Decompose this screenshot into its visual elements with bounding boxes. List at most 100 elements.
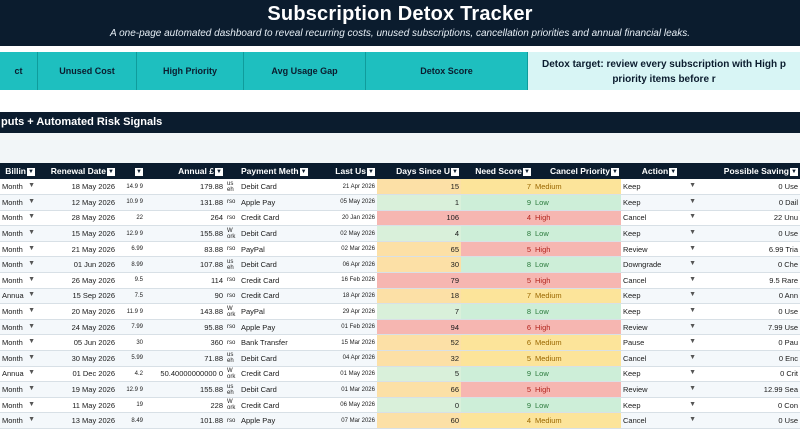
col-possible-saving[interactable]: Possible Saving ▼: [698, 163, 800, 179]
col-action[interactable]: Action ▼: [621, 163, 698, 179]
dropdown-arrow-icon[interactable]: ▼: [28, 322, 35, 330]
cell-payment-method[interactable]: Credit Card: [239, 210, 325, 227]
col-monthly[interactable]: ▼: [117, 163, 145, 179]
col-note[interactable]: [225, 163, 239, 179]
cell-note[interactable]: rso: [225, 194, 239, 211]
cell-possible-saving[interactable]: 0 Ann: [698, 288, 800, 305]
cell-cancel-priority[interactable]: Low: [533, 366, 621, 383]
cell-renewal-date[interactable]: 01 Jun 2026: [37, 256, 117, 274]
cell-renewal-date[interactable]: 15 May 2026: [37, 225, 117, 242]
cell-note[interactable]: W ork: [225, 366, 239, 383]
cell-monthly-cost[interactable]: 8.49: [117, 412, 145, 429]
cell-monthly-cost[interactable]: 9.5: [117, 272, 145, 289]
cell-billing[interactable]: Month ▼: [0, 194, 37, 211]
table-row[interactable]: Month ▼ 13 May 2026 8.49 101.88 rso Apple Pay 0…: [0, 412, 800, 429]
cell-billing[interactable]: Month ▼: [0, 225, 37, 242]
cell-billing[interactable]: Month ▼: [0, 350, 37, 367]
filter-dropdown-icon[interactable]: ▼: [451, 167, 459, 176]
cell-days-since-used[interactable]: 0: [377, 397, 461, 414]
filter-dropdown-icon[interactable]: ▼: [107, 167, 115, 176]
cell-billing[interactable]: Annua ▼: [0, 288, 37, 305]
cell-payment-method[interactable]: Debit Card: [239, 381, 325, 398]
cell-action[interactable]: Cancel ▼: [621, 350, 698, 367]
cell-possible-saving[interactable]: 0 Dail: [698, 194, 800, 211]
cell-annual-cost[interactable]: 360: [145, 334, 225, 352]
cell-days-since-used[interactable]: 32: [377, 350, 461, 367]
cell-annual-cost[interactable]: 228: [145, 397, 225, 414]
col-last-used[interactable]: Last Us ▼: [325, 163, 377, 179]
cell-need-score[interactable]: 8: [461, 256, 533, 274]
cell-note[interactable]: rso: [225, 272, 239, 289]
cell-monthly-cost[interactable]: 8.99: [117, 256, 145, 274]
cell-cancel-priority[interactable]: Low: [533, 397, 621, 414]
col-renewal-date[interactable]: Renewal Date ▼: [37, 163, 117, 179]
cell-renewal-date[interactable]: 01 Dec 2026: [37, 366, 117, 383]
col-cancel-priority[interactable]: Cancel Priority ▼: [533, 163, 621, 179]
col-days-since-used[interactable]: Days Since U ▼: [377, 163, 461, 179]
dropdown-arrow-icon[interactable]: ▼: [689, 400, 696, 408]
cell-billing[interactable]: Month ▼: [0, 381, 37, 398]
col-payment-method[interactable]: Payment Meth ▼: [239, 163, 325, 179]
cell-action[interactable]: Keep ▼: [621, 225, 698, 242]
cell-days-since-used[interactable]: 65: [377, 241, 461, 258]
cell-annual-cost[interactable]: 264: [145, 210, 225, 227]
col-annual[interactable]: Annual £ ▼: [145, 163, 225, 179]
cell-action[interactable]: Keep ▼: [621, 303, 698, 320]
dropdown-arrow-icon[interactable]: ▼: [689, 244, 696, 252]
dropdown-arrow-icon[interactable]: ▼: [689, 197, 696, 205]
cell-last-used[interactable]: 04 Apr 2026: [325, 350, 377, 367]
dropdown-arrow-icon[interactable]: ▼: [28, 229, 35, 237]
cell-billing[interactable]: Month ▼: [0, 241, 37, 258]
cell-days-since-used[interactable]: 15: [377, 179, 461, 196]
kpi-high-priority-header[interactable]: High Priority: [137, 52, 244, 90]
cell-need-score[interactable]: 6: [461, 334, 533, 352]
cell-cancel-priority[interactable]: Medium: [533, 412, 621, 429]
cell-note[interactable]: rso: [225, 319, 239, 336]
dropdown-arrow-icon[interactable]: ▼: [689, 353, 696, 361]
dropdown-arrow-icon[interactable]: ▼: [28, 244, 35, 252]
cell-cancel-priority[interactable]: High: [533, 241, 621, 258]
cell-note[interactable]: rso: [225, 412, 239, 429]
cell-renewal-date[interactable]: 19 May 2026: [37, 381, 117, 398]
cell-note[interactable]: us eh: [225, 256, 239, 274]
cell-annual-cost[interactable]: 101.88: [145, 412, 225, 429]
cell-billing[interactable]: Month ▼: [0, 397, 37, 414]
cell-annual-cost[interactable]: 71.88: [145, 350, 225, 367]
dropdown-arrow-icon[interactable]: ▼: [689, 275, 696, 283]
cell-note[interactable]: us eh: [225, 381, 239, 398]
dropdown-arrow-icon[interactable]: ▼: [689, 291, 696, 299]
cell-payment-method[interactable]: Debit Card: [239, 350, 325, 367]
cell-billing[interactable]: Month ▼: [0, 319, 37, 336]
cell-renewal-date[interactable]: 26 May 2026: [37, 272, 117, 289]
cell-possible-saving[interactable]: 0 Use: [698, 225, 800, 242]
cell-last-used[interactable]: 20 Jan 2026: [325, 210, 377, 227]
cell-cancel-priority[interactable]: Medium: [533, 288, 621, 305]
table-row[interactable]: Month ▼ 20 May 2026 11.9 9 143.88 W ork PayPal…: [0, 303, 800, 320]
cell-need-score[interactable]: 9: [461, 366, 533, 383]
cell-monthly-cost[interactable]: 10.9 9: [117, 194, 145, 211]
cell-monthly-cost[interactable]: 11.9 9: [117, 303, 145, 320]
cell-possible-saving[interactable]: 7.99 Use: [698, 319, 800, 336]
cell-monthly-cost[interactable]: 12.9 9: [117, 381, 145, 398]
cell-payment-method[interactable]: Debit Card: [239, 256, 325, 274]
table-row[interactable]: Month ▼ 19 May 2026 12.9 9 155.88 us eh Debit …: [0, 381, 800, 398]
dropdown-arrow-icon[interactable]: ▼: [28, 307, 35, 315]
dropdown-arrow-icon[interactable]: ▼: [689, 229, 696, 237]
filter-dropdown-icon[interactable]: ▼: [367, 167, 375, 176]
table-row[interactable]: Month ▼ 26 May 2026 9.5 114 rso Credit Card 16 …: [0, 272, 800, 289]
filter-dropdown-icon[interactable]: ▼: [215, 167, 223, 176]
filter-dropdown-icon[interactable]: ▼: [27, 167, 35, 176]
cell-need-score[interactable]: 4: [461, 210, 533, 227]
cell-possible-saving[interactable]: 0 Crit: [698, 366, 800, 383]
dropdown-arrow-icon[interactable]: ▼: [28, 369, 35, 377]
cell-cancel-priority[interactable]: Low: [533, 256, 621, 274]
cell-days-since-used[interactable]: 106: [377, 210, 461, 227]
cell-billing[interactable]: Month ▼: [0, 210, 37, 227]
col-need-score[interactable]: Need Score ▼: [461, 163, 533, 179]
cell-cancel-priority[interactable]: High: [533, 319, 621, 336]
cell-annual-cost[interactable]: 143.88: [145, 303, 225, 320]
cell-action[interactable]: Review ▼: [621, 381, 698, 398]
cell-possible-saving[interactable]: 0 Con: [698, 397, 800, 414]
cell-cancel-priority[interactable]: Medium: [533, 179, 621, 196]
cell-payment-method[interactable]: Credit Card: [239, 288, 325, 305]
